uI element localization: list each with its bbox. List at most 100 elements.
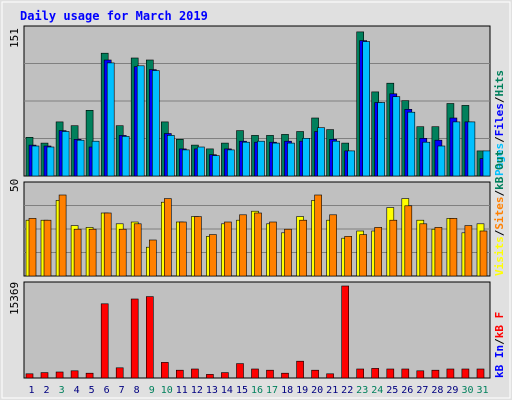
x-tick-label-day-16: 16 (251, 385, 263, 396)
bar-kb-f-day-2 (40, 372, 49, 379)
x-tick-label-day-3: 3 (59, 385, 65, 396)
legend-separator: / (493, 190, 506, 197)
legend-item-kb-f: kB F (493, 312, 506, 339)
bar-sites-day-15 (239, 214, 247, 277)
bar-pages-day-7 (121, 136, 130, 177)
bar-pages-day-15 (242, 141, 250, 177)
x-tick-label-day-26: 26 (401, 385, 413, 396)
bar-pages-day-6 (106, 62, 115, 177)
bar-sites-day-19 (299, 219, 307, 277)
bar-kb-f-day-17 (266, 369, 274, 379)
bar-pages-day-25 (392, 96, 401, 177)
x-tick-label-day-13: 13 (206, 385, 218, 396)
bar-pages-day-4 (76, 139, 85, 177)
bar-pages-day-23 (362, 41, 371, 177)
x-tick-label-day-21: 21 (326, 385, 338, 396)
bar-pages-day-11 (182, 149, 190, 177)
bar-kb-f-day-31 (476, 368, 485, 379)
legend-item-kb-out: kB Out (493, 150, 506, 190)
x-tick-label-day-15: 15 (236, 385, 248, 396)
bar-kb-f-day-11 (176, 369, 184, 379)
bar-pages-day-17 (272, 142, 280, 177)
x-tick-label-day-9: 9 (149, 385, 155, 396)
bar-pages-day-27 (422, 141, 431, 177)
bar-kb-f-day-12 (191, 368, 199, 379)
x-tick-label-day-29: 29 (446, 385, 458, 396)
bar-kb-f-day-4 (70, 370, 79, 379)
bar-kb-f-day-19 (296, 360, 304, 379)
bar-pages-day-3 (61, 131, 70, 177)
x-tick-label-day-27: 27 (416, 385, 428, 396)
bar-sites-day-29 (449, 218, 458, 277)
bar-pages-day-1 (31, 145, 40, 177)
bar-pages-day-28 (437, 145, 446, 177)
bar-sites-day-20 (314, 194, 322, 277)
bar-pages-day-24 (377, 102, 386, 177)
panel-visits-sites (23, 181, 491, 277)
bar-pages-day-10 (167, 135, 175, 177)
x-tick-label-day-22: 22 (341, 385, 353, 396)
x-tick-label-day-10: 10 (161, 385, 173, 396)
legend-item-visits: Visits (493, 236, 506, 276)
bar-kb-f-day-21 (326, 373, 334, 379)
x-tick-label-day-19: 19 (296, 385, 308, 396)
bar-kb-f-day-13 (206, 374, 214, 379)
bar-kb-f-day-16 (251, 368, 259, 379)
x-tick-label-day-1: 1 (28, 385, 34, 396)
bar-sites-day-1 (28, 218, 37, 277)
bar-sites-day-16 (254, 212, 262, 277)
bar-sites-day-5 (88, 228, 97, 277)
bar-sites-day-13 (209, 234, 217, 277)
y-max-label-mid: 50 (8, 179, 21, 192)
bar-kb-f-day-1 (25, 373, 34, 379)
x-tick-label-day-18: 18 (281, 385, 293, 396)
y-max-label-top: 151 (8, 28, 21, 48)
bar-pages-day-18 (287, 142, 295, 177)
bar-pages-day-29 (452, 121, 461, 177)
bar-pages-day-26 (407, 111, 416, 177)
chart-title: Daily usage for March 2019 (20, 9, 208, 23)
bar-sites-day-21 (329, 214, 337, 277)
bar-kb-f-day-8 (130, 298, 139, 379)
bar-pages-day-5 (91, 140, 100, 177)
bar-sites-day-9 (149, 239, 157, 277)
legend-panel-2: kB In/kB F (493, 312, 506, 378)
legend-panel-1: Visits/Sites/kB Out (493, 150, 506, 276)
bar-kb-f-day-23 (356, 368, 365, 379)
x-tick-label-day-23: 23 (356, 385, 368, 396)
bar-pages-day-16 (257, 140, 265, 177)
bar-pages-day-31 (482, 150, 491, 177)
bar-sites-day-12 (194, 216, 202, 277)
bar-kb-f-day-25 (386, 368, 395, 379)
bar-sites-day-31 (479, 230, 488, 277)
x-tick-label-day-4: 4 (74, 385, 80, 396)
bar-kb-f-day-27 (416, 370, 425, 379)
x-tick-label-day-11: 11 (176, 385, 188, 396)
panel-hits-files-pages (23, 25, 491, 177)
bar-kb-f-day-9 (146, 296, 154, 379)
x-tick-label-day-17: 17 (266, 385, 278, 396)
bar-kb-f-day-28 (431, 369, 440, 379)
bar-sites-day-7 (118, 228, 127, 277)
legend-item-hits: Hits (493, 70, 506, 97)
legend-panel-0: Pages/Files/Hits (493, 70, 506, 176)
x-tick-label-day-28: 28 (431, 385, 443, 396)
bar-pages-day-9 (152, 70, 160, 177)
bar-kb-f-day-5 (85, 372, 94, 379)
y-max-label-bot: 15369 (8, 282, 21, 315)
bar-sites-day-30 (464, 225, 473, 277)
bar-kb-f-day-7 (115, 367, 124, 379)
x-tick-label-day-25: 25 (386, 385, 398, 396)
x-tick-label-day-7: 7 (119, 385, 125, 396)
bar-sites-day-11 (179, 221, 187, 277)
bar-kb-f-day-26 (401, 368, 410, 379)
x-tick-label-day-2: 2 (43, 385, 49, 396)
legend-separator: / (493, 338, 506, 345)
bar-sites-day-2 (43, 219, 52, 277)
plot-area-bot (23, 281, 491, 379)
bar-sites-day-3 (58, 194, 67, 277)
bar-sites-day-27 (419, 223, 428, 277)
bar-pages-day-30 (467, 121, 476, 177)
